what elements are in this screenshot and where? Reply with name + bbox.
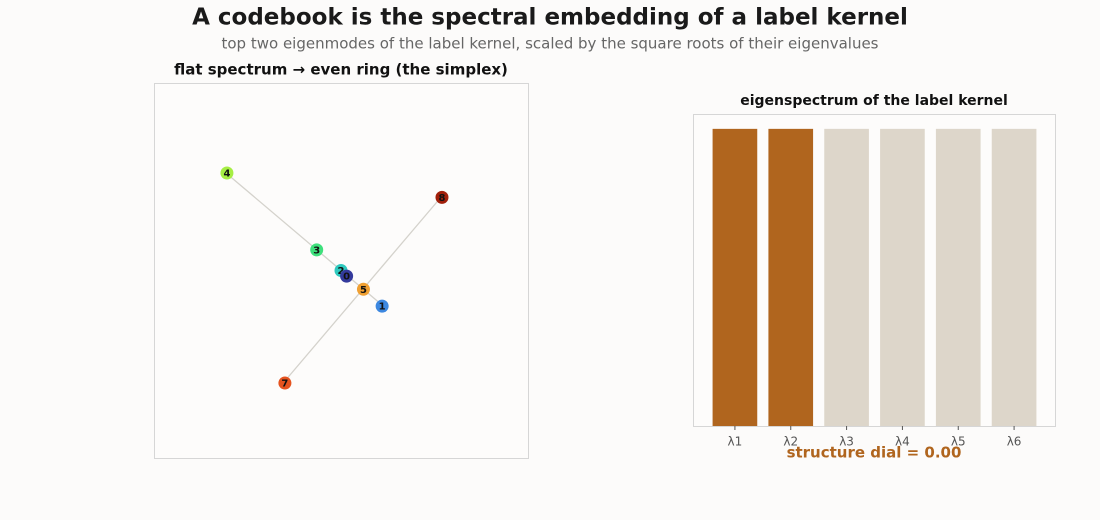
point — [278, 376, 292, 390]
axis-line — [225, 172, 383, 306]
point — [310, 243, 324, 257]
x-tick-label: λ6 — [1007, 435, 1022, 449]
panel-title: flat spectrum → even ring (the simplex) — [174, 61, 508, 79]
point-label: 0 — [343, 272, 350, 283]
point — [435, 190, 449, 204]
annotation: structure dial = 0.00 — [787, 444, 962, 462]
x-tick-label: λ5 — [951, 435, 966, 449]
point-label: 2 — [338, 266, 345, 277]
bar — [768, 128, 814, 426]
title: A codebook is the spectral embedding of … — [192, 5, 908, 31]
point — [356, 282, 370, 296]
point-label: 4 — [223, 169, 230, 180]
point-label: 5 — [360, 285, 367, 296]
x-tick-label: λ3 — [839, 435, 854, 449]
bar — [880, 128, 925, 426]
point-label: 1 — [379, 302, 386, 313]
x-tick-label: λ1 — [728, 435, 743, 449]
bar — [935, 128, 981, 426]
x-tick-label: λ4 — [895, 435, 910, 449]
bar — [712, 128, 758, 426]
x-tick-label: λ2 — [783, 435, 798, 449]
point-label: 3 — [313, 245, 320, 256]
subtitle: top two eigenmodes of the label kernel, … — [222, 35, 879, 53]
point — [375, 299, 389, 313]
point-label: 8 — [438, 193, 445, 204]
point — [340, 269, 354, 283]
bar — [824, 128, 869, 426]
bar — [991, 128, 1037, 426]
panel-title: eigenspectrum of the label kernel — [740, 93, 1008, 109]
point-label: 7 — [281, 379, 288, 390]
point — [220, 166, 234, 180]
